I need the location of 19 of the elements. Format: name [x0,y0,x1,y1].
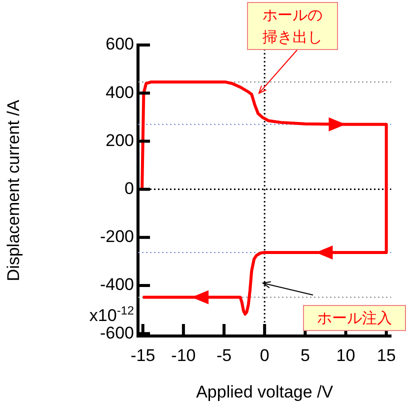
x-axis-title: Applied voltage /V [196,382,334,402]
annotation: ホール注入 [303,305,406,331]
y-tick-label: -600 [100,323,134,342]
x-tick-label: 0 [260,346,270,365]
y-tick-label: 600 [106,34,134,54]
x-tick-label: 10 [336,346,356,365]
x-tick-label: 5 [300,346,310,365]
y-tick-label: -200 [100,227,134,246]
x-tick-label: -10 [171,346,196,365]
y-tick-label: -400 [100,275,134,294]
text: x10$^{-12}$ [89,303,134,326]
y-tick-label: 200 [106,130,134,150]
annotation: ホールの掃き出し [247,2,338,50]
y-axis-title: Displacement current /A [4,99,23,282]
x-tick-label: -15 [130,346,156,365]
y-tick-label: 0 [124,178,134,198]
x-tick-label: -5 [216,346,232,365]
y-tick-label: 400 [106,82,134,102]
x-tick-label: 15 [376,346,396,365]
